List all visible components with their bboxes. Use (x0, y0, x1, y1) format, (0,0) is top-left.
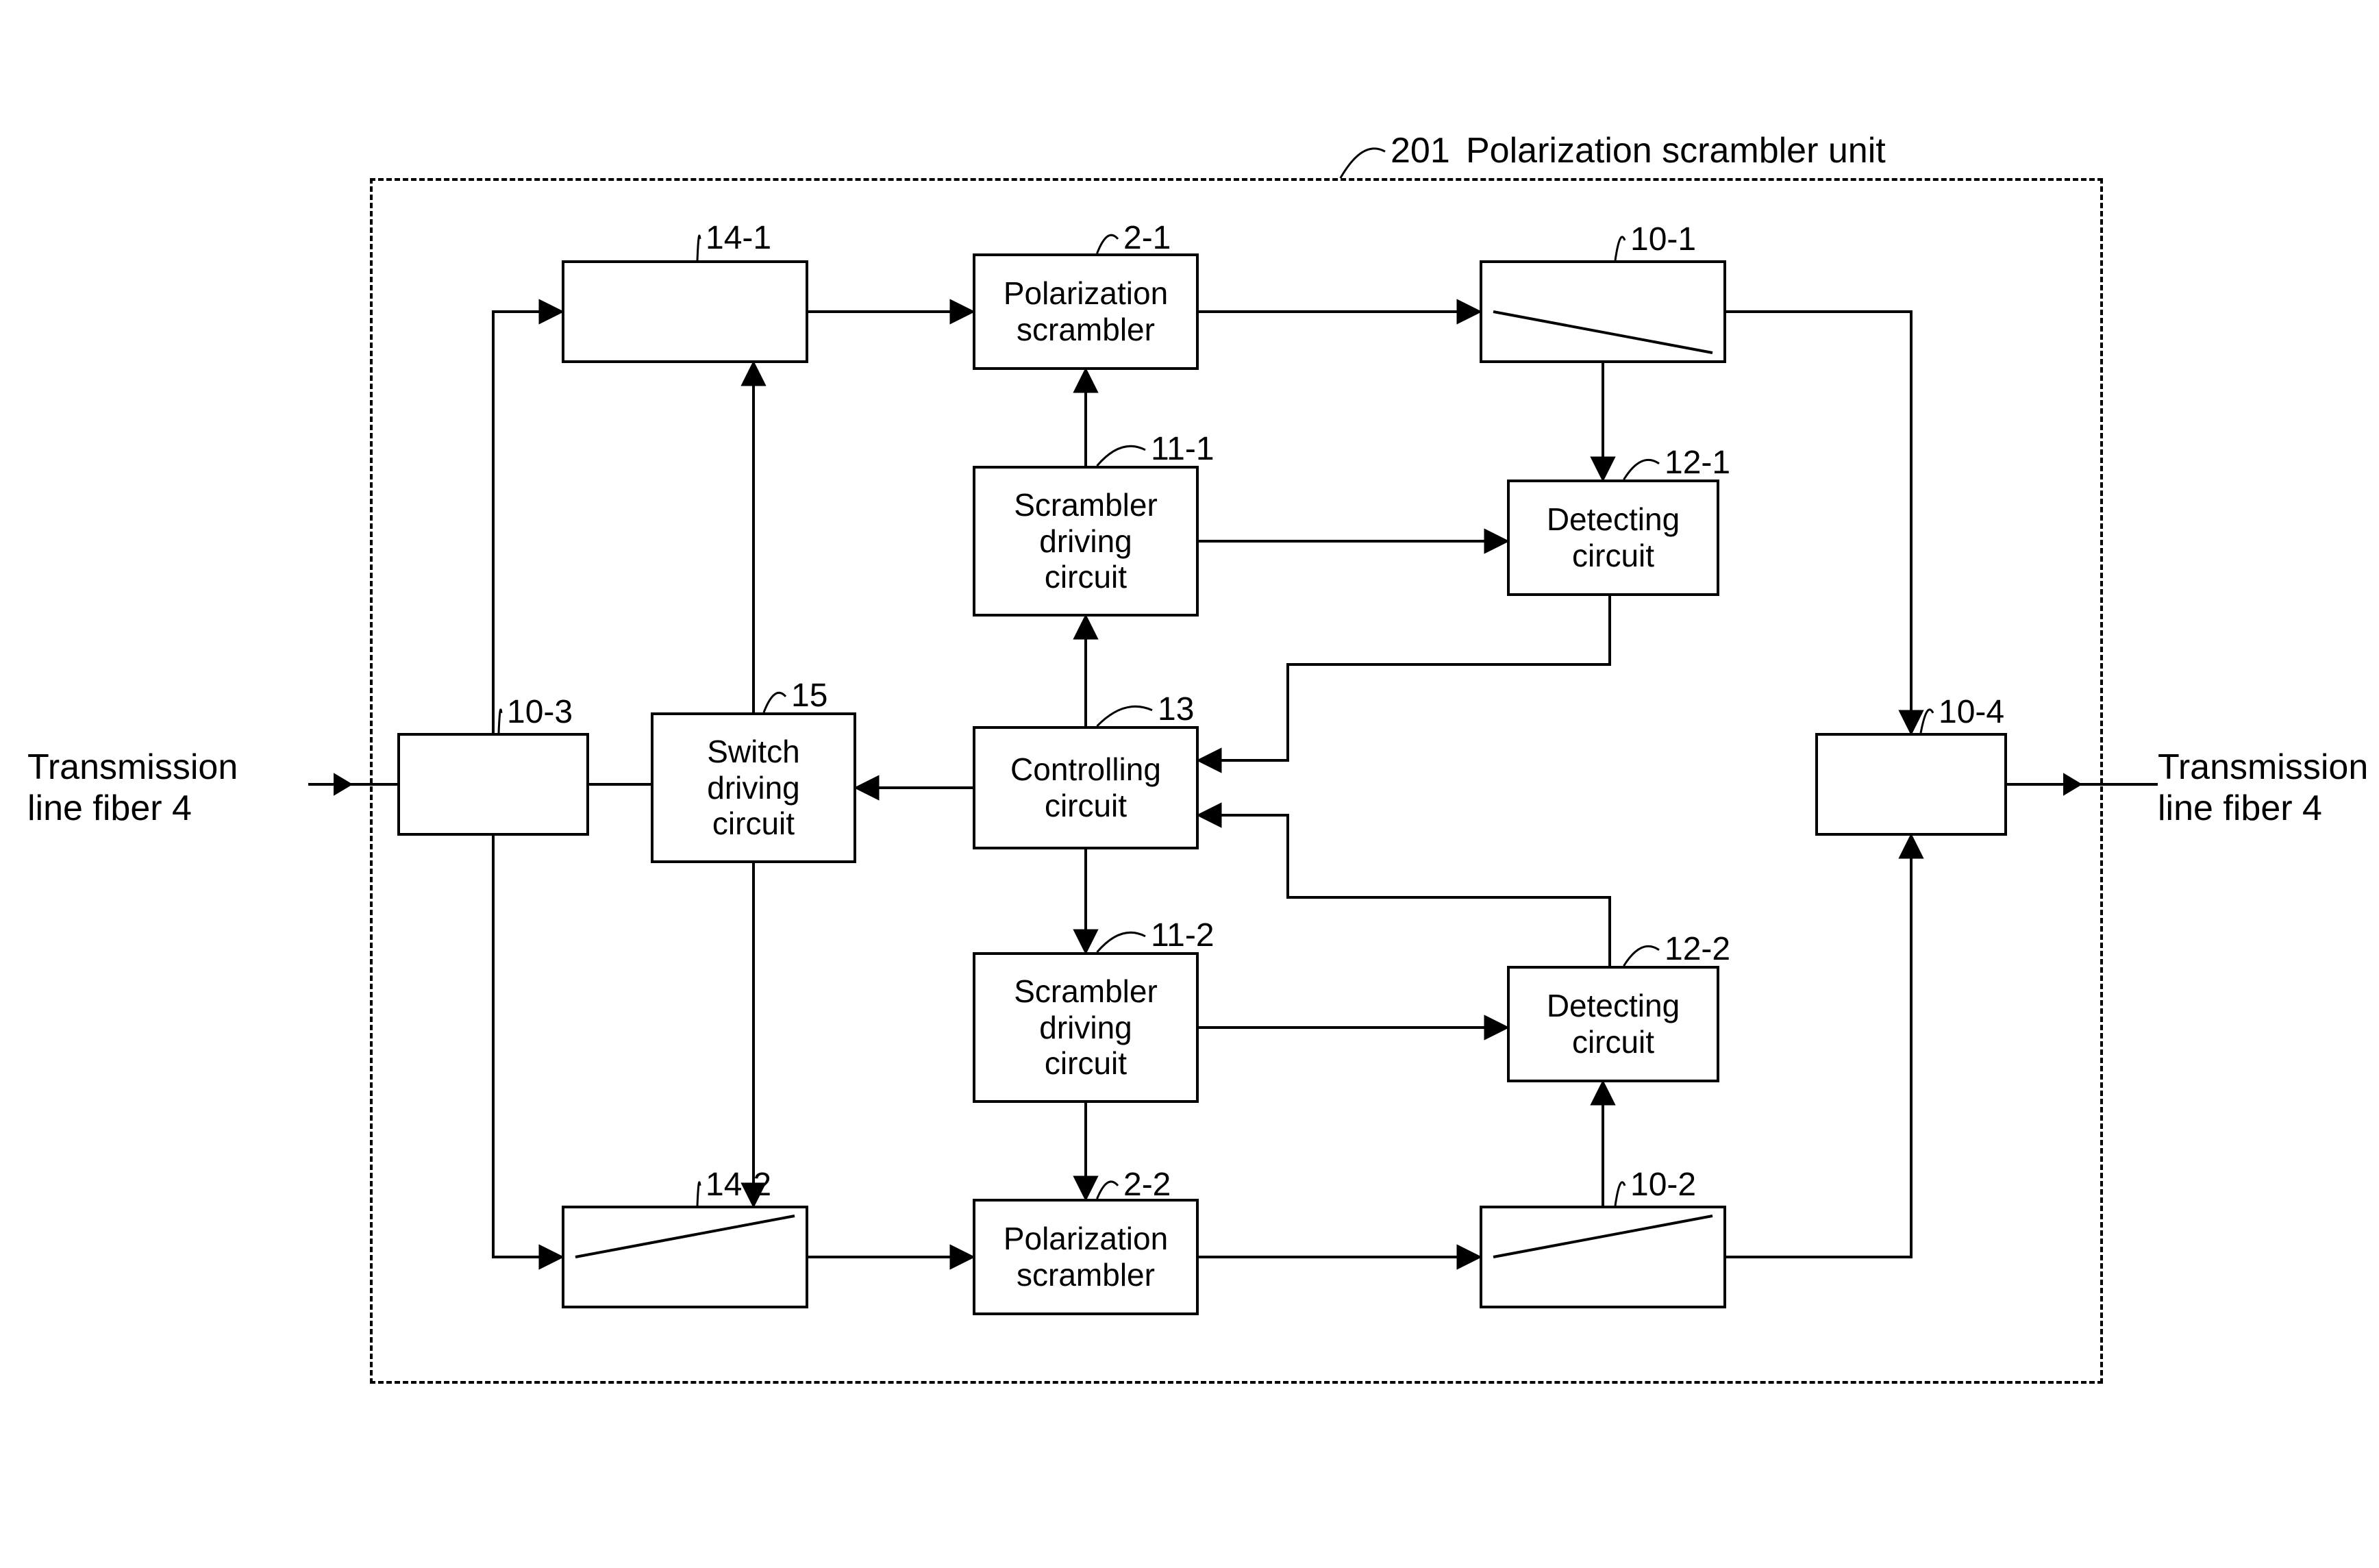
block-b2_1-text: Polarization scrambler (1004, 275, 1168, 348)
unit-title: Polarization scrambler unit (1466, 130, 1886, 171)
block-b11_1-text: Scrambler driving circuit (1014, 487, 1158, 596)
ref-b2_1: 2-1 (1123, 219, 1171, 257)
diagram-canvas: 201 Polarization scrambler unit Transmissi… (0, 0, 2379, 1568)
block-b2_2: Polarization scrambler (973, 1199, 1199, 1315)
ref-b11_2: 11-2 (1151, 917, 1215, 954)
ref-b10_4: 10-4 (1939, 693, 2004, 731)
block-b10_1 (1480, 260, 1726, 363)
ref-b15: 15 (791, 677, 827, 714)
block-b11_2: Scrambler driving circuit (973, 952, 1199, 1103)
ref-b2_2: 2-2 (1123, 1166, 1171, 1204)
ref-b11_1: 11-1 (1151, 430, 1215, 468)
block-b2_1: Polarization scrambler (973, 253, 1199, 370)
ref-b13: 13 (1158, 690, 1194, 728)
block-b2_2-text: Polarization scrambler (1004, 1221, 1168, 1293)
block-b15-text: Switch driving circuit (707, 734, 800, 843)
block-b12_1-text: Detecting circuit (1547, 501, 1680, 574)
block-b13: Controlling circuit (973, 726, 1199, 849)
block-b12_2: Detecting circuit (1507, 966, 1719, 1082)
ref-b10_3: 10-3 (507, 693, 573, 731)
block-b14_1 (562, 260, 808, 363)
block-b14_2 (562, 1206, 808, 1308)
block-b12_2-text: Detecting circuit (1547, 988, 1680, 1060)
block-b15: Switch driving circuit (651, 712, 856, 863)
block-b13-text: Controlling circuit (1010, 751, 1161, 824)
block-b12_1: Detecting circuit (1507, 480, 1719, 596)
block-b11_1: Scrambler driving circuit (973, 466, 1199, 617)
block-b10_3 (397, 733, 589, 836)
unit-ref-label: 201 (1391, 130, 1450, 171)
block-b10_2 (1480, 1206, 1726, 1308)
ref-b14_1: 14-1 (706, 219, 771, 257)
external-input-label: Transmission line fiber 4 (27, 747, 238, 829)
ref-b14_2: 14-2 (706, 1166, 771, 1204)
block-b10_4 (1815, 733, 2007, 836)
external-output-label: Transmission line fiber 4 (2158, 747, 2368, 829)
ref-b12_1: 12-1 (1665, 444, 1730, 482)
ref-b10_1: 10-1 (1630, 221, 1696, 258)
ref-b10_2: 10-2 (1630, 1166, 1696, 1204)
block-b11_2-text: Scrambler driving circuit (1014, 973, 1158, 1082)
ref-b12_2: 12-2 (1665, 930, 1730, 968)
